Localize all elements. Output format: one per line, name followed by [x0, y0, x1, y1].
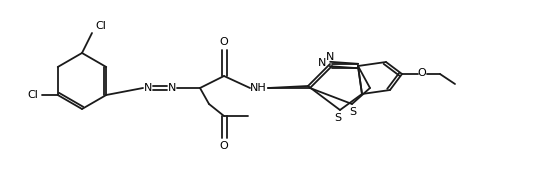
Text: N: N — [144, 83, 152, 93]
Text: NH: NH — [250, 83, 267, 93]
Text: N: N — [318, 58, 326, 68]
Text: Cl: Cl — [27, 90, 38, 100]
Text: O: O — [220, 37, 229, 47]
Text: Cl: Cl — [95, 21, 106, 31]
Text: N: N — [168, 83, 176, 93]
Text: O: O — [220, 141, 229, 151]
Text: S: S — [335, 113, 342, 123]
Text: N: N — [326, 52, 334, 62]
Text: O: O — [418, 68, 426, 78]
Text: S: S — [349, 107, 357, 117]
